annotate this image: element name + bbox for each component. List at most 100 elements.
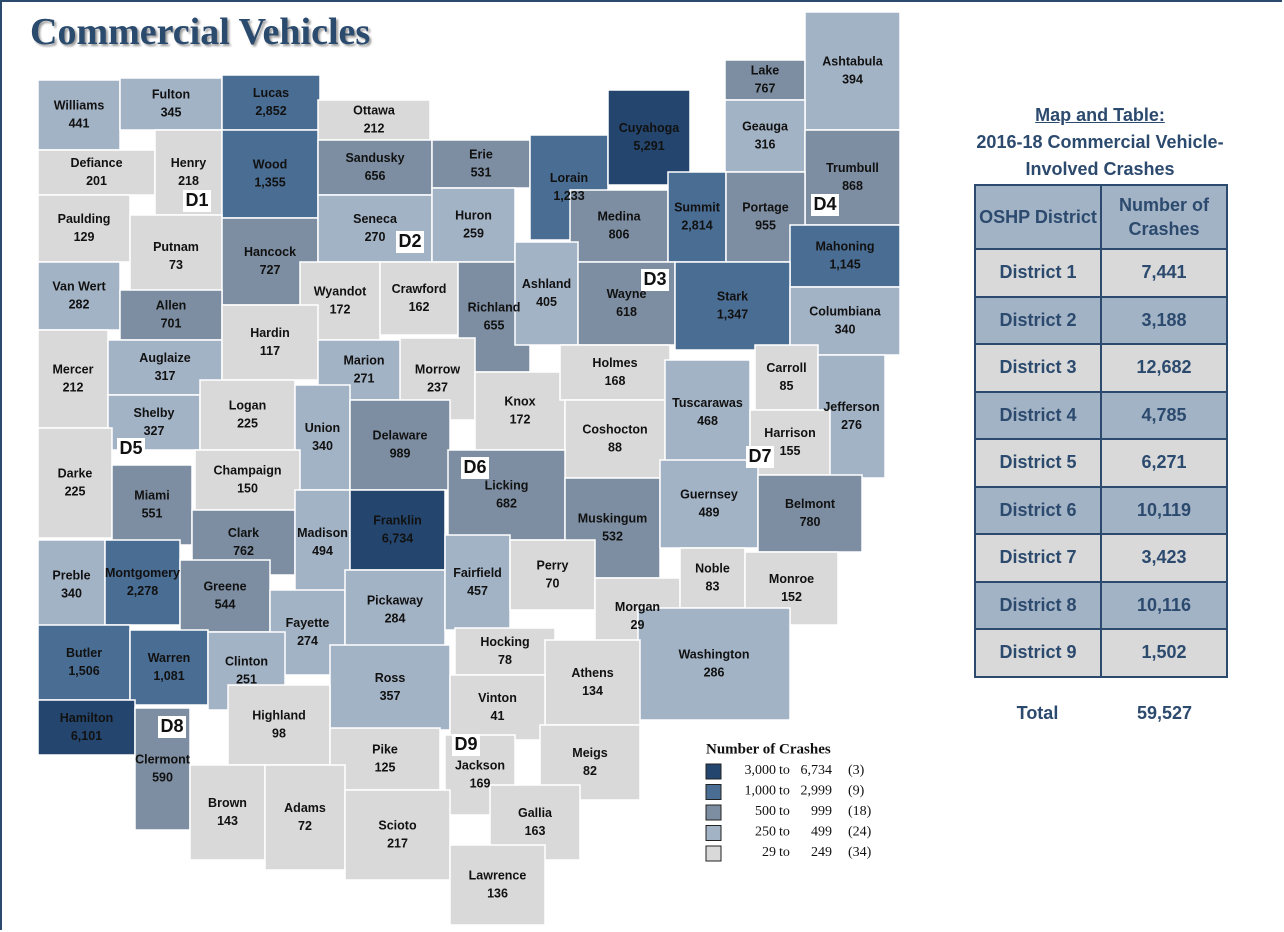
county bbox=[667, 171, 727, 263]
county bbox=[129, 214, 223, 299]
county-value: 656 bbox=[365, 169, 386, 183]
county-name: Preble bbox=[52, 568, 90, 582]
county-value: 1,081 bbox=[153, 669, 184, 683]
total-row: Total 59,527 bbox=[974, 703, 1228, 724]
legend-to-word: to bbox=[779, 804, 790, 819]
legend-from: 1,000 bbox=[745, 784, 777, 799]
legend-swatch bbox=[705, 804, 722, 821]
district-name: District 3 bbox=[974, 343, 1102, 393]
county bbox=[509, 539, 596, 611]
county-value: 701 bbox=[161, 316, 182, 330]
county-name: Trumbull bbox=[826, 161, 879, 175]
district-label: D3 bbox=[643, 269, 666, 289]
county bbox=[37, 624, 131, 701]
county bbox=[431, 187, 516, 263]
county-value: 1,506 bbox=[68, 664, 99, 678]
district-label-bg bbox=[396, 231, 424, 253]
county-value: 1,355 bbox=[254, 175, 285, 189]
county-value: 989 bbox=[390, 446, 411, 460]
county-name: Morrow bbox=[415, 362, 460, 376]
district-label-bg bbox=[117, 438, 145, 460]
county bbox=[674, 261, 791, 351]
county-value: 955 bbox=[755, 218, 776, 232]
county-value: 169 bbox=[470, 776, 491, 790]
heading-line: Involved Crashes bbox=[1025, 159, 1175, 179]
county-value: 2,852 bbox=[255, 104, 286, 118]
county-name: Gallia bbox=[518, 806, 553, 820]
county bbox=[119, 289, 223, 341]
legend-to: 999 bbox=[811, 804, 832, 819]
county-value: 405 bbox=[536, 295, 557, 309]
county-name: Brown bbox=[208, 796, 247, 810]
county-value: 1,347 bbox=[717, 307, 748, 321]
county-value: 618 bbox=[616, 305, 637, 319]
total-label: Total bbox=[1016, 703, 1059, 723]
county-value: 317 bbox=[155, 369, 176, 383]
county-name: Knox bbox=[504, 394, 535, 408]
county-name: Wayne bbox=[607, 287, 647, 301]
county-name: Perry bbox=[537, 558, 569, 572]
legend-to: 2,999 bbox=[801, 784, 833, 799]
county-name: Pickaway bbox=[367, 593, 423, 607]
county-name: Crawford bbox=[392, 282, 447, 296]
county-value: 394 bbox=[842, 72, 863, 86]
county-value: 316 bbox=[755, 137, 776, 151]
county-value: 163 bbox=[525, 824, 546, 838]
county bbox=[724, 99, 806, 173]
county bbox=[757, 474, 863, 553]
table-row: District 3 12,682 bbox=[974, 343, 1228, 393]
district-label-bg bbox=[158, 716, 186, 738]
county bbox=[637, 607, 791, 721]
county-value: 155 bbox=[780, 444, 801, 458]
legend-swatch bbox=[705, 763, 722, 780]
table-row: District 9 1,502 bbox=[974, 628, 1228, 678]
county-value: 655 bbox=[484, 318, 505, 332]
county-value: 168 bbox=[605, 374, 626, 388]
legend-title: Number of Crashes bbox=[706, 741, 831, 757]
county-name: Greene bbox=[203, 579, 246, 593]
district-label: D1 bbox=[185, 190, 208, 210]
county-value: 274 bbox=[297, 634, 318, 648]
county bbox=[37, 699, 136, 756]
county-name: Huron bbox=[455, 208, 492, 222]
table-row: District 8 10,116 bbox=[974, 580, 1228, 630]
county bbox=[804, 11, 901, 131]
county-value: 270 bbox=[365, 230, 386, 244]
county bbox=[789, 224, 901, 288]
county-name: Richland bbox=[468, 300, 521, 314]
county bbox=[189, 764, 266, 861]
column-header: Number of Crashes bbox=[1100, 184, 1228, 250]
county bbox=[111, 464, 193, 546]
heading-line: Map and Table: bbox=[1035, 105, 1165, 125]
county bbox=[344, 789, 451, 881]
district-label: D9 bbox=[454, 734, 477, 754]
district-name: District 8 bbox=[974, 580, 1102, 630]
county-value: 551 bbox=[142, 506, 163, 520]
county bbox=[449, 674, 546, 741]
county-name: Putnam bbox=[153, 240, 199, 254]
county bbox=[544, 639, 641, 726]
county-labels: Williams 441 Fulton 345 Lucas 2,852 Ottawa 212 D… bbox=[52, 54, 883, 900]
county-value: 73 bbox=[169, 258, 183, 272]
county-name: Ashland bbox=[522, 277, 571, 291]
county-value: 5,291 bbox=[633, 139, 664, 153]
county-value: 98 bbox=[272, 726, 286, 740]
county bbox=[317, 139, 433, 196]
district-name: District 9 bbox=[974, 628, 1102, 678]
county-name: Stark bbox=[717, 289, 748, 303]
county-value: 286 bbox=[704, 665, 725, 679]
crash-count: 10,119 bbox=[1100, 485, 1228, 535]
county-value: 29 bbox=[631, 618, 645, 632]
county-value: 780 bbox=[800, 515, 821, 529]
legend-swatch bbox=[705, 845, 722, 862]
county-name: Medina bbox=[597, 209, 641, 223]
county-name: Monroe bbox=[769, 572, 814, 586]
county-value: 251 bbox=[236, 672, 257, 686]
county-value: 531 bbox=[471, 165, 492, 179]
county-name: Champaign bbox=[213, 463, 281, 477]
county-value: 6,734 bbox=[382, 531, 413, 545]
county bbox=[194, 449, 301, 511]
county-name: Jackson bbox=[455, 758, 505, 772]
